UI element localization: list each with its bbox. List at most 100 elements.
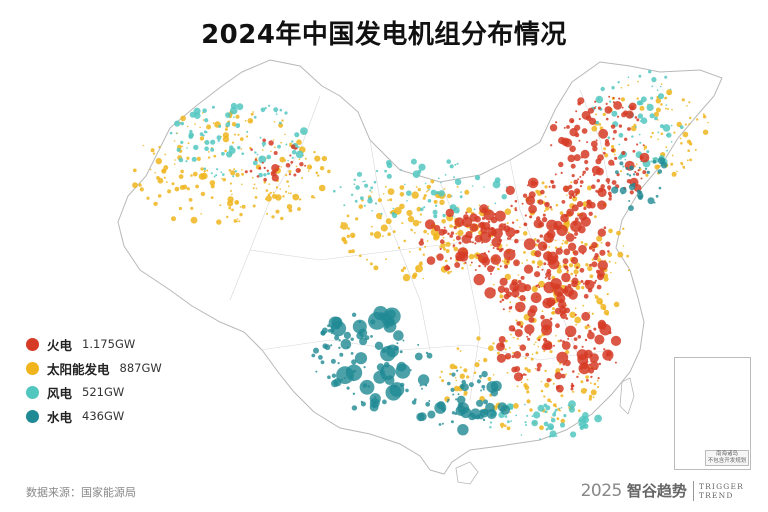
plant-dot bbox=[315, 171, 319, 175]
plant-dot bbox=[618, 155, 623, 160]
plant-dot bbox=[565, 214, 568, 217]
plant-dot bbox=[535, 341, 537, 344]
hydro-dot-icon bbox=[26, 409, 39, 423]
plant-dot bbox=[373, 306, 388, 321]
inset-label: 南海诸岛 不包含开发规划 bbox=[705, 450, 749, 466]
plant-dot bbox=[572, 370, 575, 373]
plant-dot bbox=[622, 245, 625, 247]
plant-dot bbox=[581, 110, 591, 120]
plant-dot bbox=[318, 184, 326, 192]
legend-label: 火电 bbox=[47, 337, 73, 353]
plant-dot bbox=[471, 241, 474, 244]
plant-dot bbox=[174, 159, 176, 161]
plant-dot bbox=[559, 409, 561, 412]
plant-dot bbox=[559, 313, 563, 317]
plant-dot bbox=[271, 193, 278, 199]
plant-dot bbox=[425, 351, 429, 355]
plant-dot bbox=[449, 372, 452, 376]
plant-dot bbox=[637, 80, 639, 83]
plant-dot bbox=[287, 159, 289, 162]
plant-dot bbox=[216, 219, 222, 225]
plant-dot bbox=[575, 323, 577, 326]
plant-dot bbox=[427, 199, 432, 203]
plant-dot bbox=[233, 219, 238, 223]
plant-dot bbox=[569, 118, 575, 124]
plant-dot bbox=[589, 274, 594, 279]
plant-dot bbox=[550, 417, 556, 423]
plant-dot bbox=[610, 271, 612, 274]
plant-dot bbox=[655, 107, 661, 113]
plant-dot bbox=[628, 102, 637, 111]
plant-dot bbox=[526, 368, 531, 373]
plant-dot bbox=[602, 349, 614, 361]
plant-dot bbox=[338, 346, 341, 349]
plant-dot bbox=[613, 301, 620, 308]
plant-dot bbox=[535, 189, 539, 194]
plant-dot bbox=[608, 331, 612, 335]
plant-dot bbox=[453, 246, 459, 252]
plant-dot bbox=[426, 190, 428, 193]
plant-dot bbox=[487, 220, 491, 224]
plant-dot bbox=[513, 351, 522, 359]
plant-dot bbox=[210, 147, 215, 152]
plant-dot bbox=[524, 373, 527, 376]
plant-dot bbox=[239, 212, 243, 217]
plant-dot bbox=[508, 347, 511, 349]
plant-dot bbox=[605, 117, 609, 121]
plant-dot bbox=[265, 195, 272, 202]
plant-dot bbox=[565, 233, 575, 242]
plant-dot bbox=[574, 307, 577, 310]
plant-dot bbox=[594, 100, 597, 103]
plant-dot bbox=[352, 392, 356, 395]
plant-dot bbox=[418, 240, 424, 246]
plant-dot bbox=[255, 187, 258, 190]
plant-dot bbox=[354, 199, 358, 203]
plant-dot bbox=[461, 221, 464, 224]
plant-dot bbox=[543, 421, 549, 427]
plant-dot bbox=[456, 185, 459, 188]
plant-dot bbox=[531, 285, 538, 293]
plant-dot bbox=[212, 122, 215, 124]
plant-dot bbox=[534, 271, 541, 278]
plant-dot bbox=[188, 198, 193, 202]
plant-dot bbox=[611, 186, 619, 194]
plant-dot bbox=[607, 136, 611, 139]
plant-dot bbox=[564, 359, 571, 367]
plant-dot bbox=[387, 232, 392, 236]
plant-dot bbox=[526, 399, 531, 404]
plant-dot bbox=[578, 409, 581, 413]
plant-dot bbox=[385, 384, 402, 401]
plant-dot bbox=[360, 196, 364, 201]
plant-dot bbox=[411, 229, 414, 232]
plant-dot bbox=[373, 180, 377, 184]
plant-dot bbox=[573, 154, 581, 162]
plant-dot bbox=[491, 235, 494, 238]
plant-dot bbox=[611, 145, 615, 149]
plant-dot bbox=[513, 403, 519, 409]
plant-dot bbox=[456, 347, 460, 350]
plant-dot bbox=[541, 324, 553, 336]
plant-dot bbox=[535, 351, 539, 355]
plant-dot bbox=[570, 256, 579, 265]
plant-dot bbox=[163, 165, 169, 171]
plant-dot bbox=[586, 360, 589, 363]
plant-dot bbox=[575, 193, 578, 197]
brand-name: 智谷趋势 bbox=[626, 482, 687, 500]
legend-item-wind: 风电 521GW bbox=[26, 380, 196, 404]
plant-dot bbox=[497, 351, 500, 355]
plant-dot bbox=[562, 287, 569, 294]
plant-dot bbox=[556, 351, 569, 364]
plant-dot bbox=[454, 217, 465, 228]
plant-dot bbox=[514, 229, 519, 234]
plant-dot bbox=[552, 382, 555, 385]
plant-dot bbox=[584, 338, 588, 342]
plant-dot bbox=[568, 406, 576, 413]
plant-dot bbox=[640, 117, 648, 124]
legend-label: 太阳能发电 bbox=[47, 361, 110, 377]
plant-dot bbox=[525, 195, 536, 206]
plant-dot bbox=[510, 204, 513, 208]
plant-dot bbox=[637, 195, 643, 200]
plant-dot bbox=[533, 238, 537, 241]
plant-dot bbox=[460, 191, 462, 194]
plant-dot bbox=[481, 384, 486, 389]
